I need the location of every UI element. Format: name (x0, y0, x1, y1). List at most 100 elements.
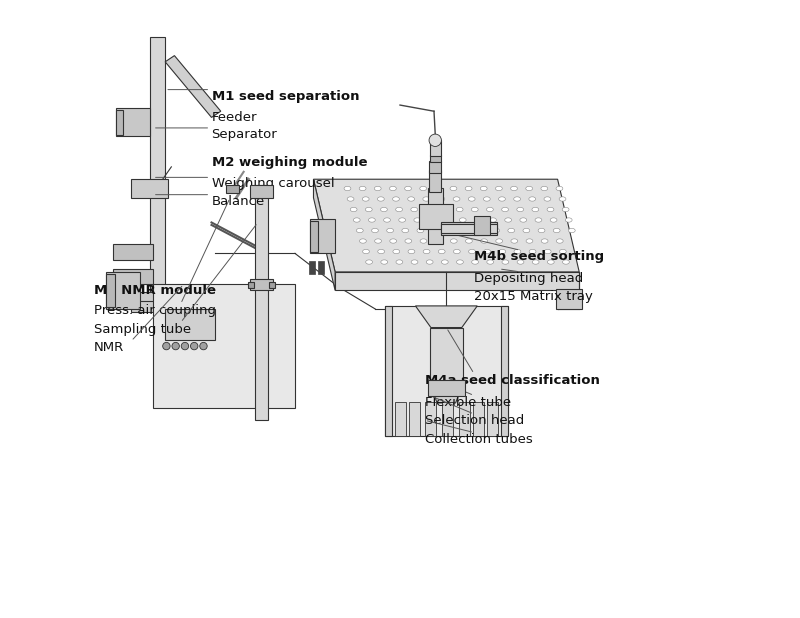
Ellipse shape (559, 250, 566, 254)
Ellipse shape (378, 250, 385, 254)
Ellipse shape (550, 218, 557, 222)
Ellipse shape (369, 218, 375, 222)
Ellipse shape (547, 260, 554, 265)
Bar (501, 306, 508, 436)
Ellipse shape (510, 187, 518, 191)
Ellipse shape (465, 187, 472, 191)
Ellipse shape (526, 239, 533, 243)
Bar (428, 188, 443, 244)
Ellipse shape (502, 208, 509, 212)
Ellipse shape (393, 197, 399, 201)
Ellipse shape (359, 239, 366, 243)
Ellipse shape (493, 229, 499, 233)
Bar (556, 289, 582, 309)
Ellipse shape (474, 218, 482, 222)
Ellipse shape (378, 197, 384, 201)
Bar (269, 282, 275, 288)
Ellipse shape (508, 229, 514, 233)
Bar (473, 402, 484, 436)
Bar (310, 219, 335, 253)
Text: Feeder: Feeder (211, 111, 257, 124)
Ellipse shape (423, 250, 430, 254)
Ellipse shape (511, 239, 518, 243)
Ellipse shape (472, 260, 478, 265)
Ellipse shape (523, 229, 530, 233)
Ellipse shape (520, 218, 526, 222)
Circle shape (182, 342, 189, 350)
Ellipse shape (468, 197, 475, 201)
Text: M3 NMR module: M3 NMR module (94, 284, 216, 297)
Ellipse shape (542, 239, 548, 243)
Ellipse shape (414, 218, 421, 222)
Ellipse shape (566, 218, 572, 222)
Text: Sampling tube: Sampling tube (94, 323, 191, 336)
Polygon shape (430, 383, 463, 403)
Ellipse shape (544, 250, 551, 254)
Bar (418, 204, 453, 229)
Ellipse shape (562, 208, 569, 212)
Ellipse shape (423, 197, 430, 201)
Text: Selection head: Selection head (425, 414, 524, 427)
Polygon shape (165, 56, 221, 117)
Text: Collection tubes: Collection tubes (425, 433, 533, 446)
Text: Depositing head: Depositing head (474, 272, 583, 285)
Ellipse shape (529, 197, 536, 201)
Ellipse shape (562, 260, 570, 265)
Text: M2 weighing module: M2 weighing module (211, 156, 367, 169)
Ellipse shape (381, 208, 387, 212)
Bar (430, 140, 441, 156)
Bar (385, 306, 508, 436)
Polygon shape (314, 179, 579, 272)
Bar (474, 216, 490, 235)
Ellipse shape (362, 250, 370, 254)
Ellipse shape (347, 197, 354, 201)
Ellipse shape (371, 229, 378, 233)
Bar (310, 221, 318, 252)
Ellipse shape (462, 229, 470, 233)
Bar (153, 284, 295, 408)
Ellipse shape (459, 218, 466, 222)
Ellipse shape (487, 260, 494, 265)
Bar (309, 261, 315, 274)
Bar (150, 37, 165, 297)
Ellipse shape (442, 260, 448, 265)
Ellipse shape (538, 229, 545, 233)
Ellipse shape (366, 260, 373, 265)
Ellipse shape (517, 260, 524, 265)
Bar (442, 222, 497, 235)
Ellipse shape (435, 187, 442, 191)
Ellipse shape (398, 218, 406, 222)
Bar (395, 402, 406, 436)
Text: Balance: Balance (211, 195, 265, 208)
Polygon shape (335, 272, 579, 290)
Ellipse shape (362, 197, 369, 201)
Ellipse shape (499, 250, 506, 254)
Bar (410, 402, 420, 436)
Text: Press. air coupling: Press. air coupling (94, 304, 216, 317)
Text: 20x15 Matrix tray: 20x15 Matrix tray (474, 290, 593, 303)
Bar (131, 179, 168, 198)
Ellipse shape (483, 197, 490, 201)
Ellipse shape (344, 187, 351, 191)
Bar (131, 301, 184, 312)
Ellipse shape (420, 239, 427, 243)
Ellipse shape (374, 239, 382, 243)
Polygon shape (314, 179, 335, 290)
Ellipse shape (532, 260, 539, 265)
Ellipse shape (466, 239, 472, 243)
Ellipse shape (471, 208, 478, 212)
Ellipse shape (411, 208, 418, 212)
Text: M4a seed classification: M4a seed classification (425, 374, 599, 387)
Ellipse shape (444, 218, 451, 222)
Ellipse shape (390, 187, 396, 191)
Ellipse shape (357, 229, 363, 233)
Text: NMR: NMR (94, 341, 124, 354)
Text: Flexible tube: Flexible tube (425, 396, 511, 408)
Ellipse shape (498, 197, 506, 201)
Ellipse shape (469, 250, 475, 254)
Ellipse shape (447, 229, 454, 233)
Ellipse shape (486, 208, 494, 212)
Ellipse shape (454, 250, 460, 254)
Ellipse shape (544, 197, 550, 201)
Bar (430, 328, 463, 383)
